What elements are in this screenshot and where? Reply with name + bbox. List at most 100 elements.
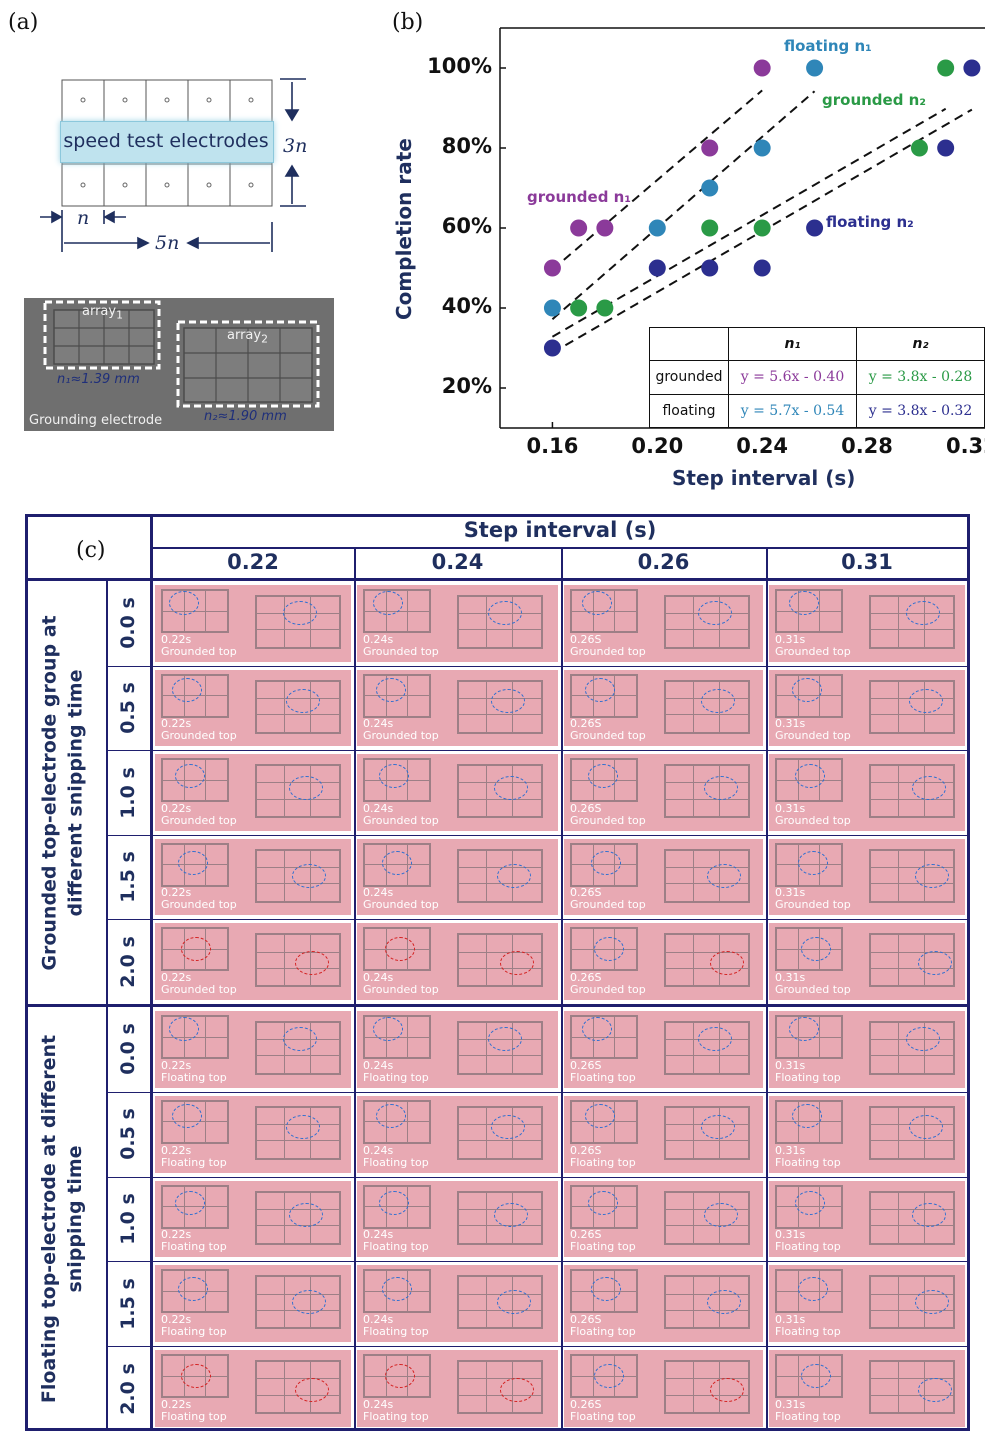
- caption-interval: 0.22s: [161, 1313, 192, 1327]
- droplet-marker: [792, 677, 822, 702]
- y-tick-label: 20%: [441, 374, 492, 398]
- caption-interval: 0.24s: [363, 1058, 394, 1072]
- eq-grounded-n2: y = 3.8x - 0.28: [856, 360, 985, 395]
- n1-size-label: n₁≈1.39 mm: [57, 372, 140, 387]
- caption-interval: 0.24s: [363, 717, 394, 731]
- snapshot-cell: 0.26S Grounded top: [564, 838, 763, 916]
- data-point-grounded_n2: [937, 59, 955, 77]
- droplet-marker: [792, 1103, 822, 1128]
- caption-mode: Grounded top: [161, 898, 237, 912]
- caption-mode: Floating top: [161, 1409, 227, 1423]
- snapshot-cell: 0.24s Grounded top: [357, 669, 558, 747]
- droplet-marker: [798, 850, 828, 875]
- table-head-n2: n₂: [856, 326, 985, 362]
- column-rule: [766, 548, 768, 1431]
- droplet-marker: [591, 1277, 621, 1302]
- caption-interval: 0.24s: [363, 1143, 394, 1157]
- snapshot-cell: 0.24s Floating top: [357, 1265, 558, 1343]
- time-label: 0.5 s: [117, 682, 139, 734]
- droplet-marker: [915, 863, 949, 888]
- caption-interval: 0.22s: [161, 970, 192, 984]
- panel-a-label: (a): [8, 10, 39, 35]
- column-header: 0.26: [637, 550, 690, 574]
- row-rule: [107, 834, 970, 836]
- droplet-marker: [915, 1290, 949, 1315]
- grounding-electrode-label: Grounding electrode: [29, 413, 163, 428]
- snapshot-caption: 0.22s Floating top: [161, 1314, 227, 1338]
- caption-interval: 0.22s: [161, 801, 192, 815]
- time-label: 2.0 s: [117, 1362, 139, 1415]
- droplet-marker: [373, 1017, 403, 1041]
- time-label: 2.0 s: [117, 935, 139, 988]
- column-header: 0.31: [841, 550, 893, 574]
- caption-interval: 0.26S: [570, 801, 602, 815]
- row-label-grounded: grounded: [649, 360, 729, 395]
- y-tick-label: 40%: [441, 294, 492, 318]
- snapshot-cell: 0.31s Grounded top: [769, 923, 965, 1000]
- snapshot-caption: 0.24s Floating top: [363, 1398, 429, 1423]
- snapshot-caption: 0.26S Floating top: [570, 1144, 636, 1169]
- caption-mode: Grounded top: [775, 813, 851, 827]
- caption-mode: Grounded top: [161, 729, 237, 743]
- dim-3n-label: 3n: [283, 135, 308, 157]
- droplet-marker: [918, 951, 952, 976]
- time-label: 0.5 s: [117, 1108, 139, 1160]
- snapshot-caption: 0.24s Grounded top: [363, 970, 439, 996]
- snapshot-caption: 0.24s Floating top: [363, 1314, 429, 1338]
- snapshot-cell: 0.22s Grounded top: [155, 838, 351, 916]
- caption-mode: Floating top: [570, 1240, 636, 1254]
- snapshot-cell: 0.22s Floating top: [155, 1180, 351, 1258]
- droplet-marker: [789, 591, 819, 615]
- fit-line-grounded_n2: [551, 107, 947, 338]
- band-label: speed test electrodes: [63, 130, 269, 152]
- droplet-marker: [698, 601, 732, 625]
- droplet-marker: [500, 1378, 534, 1403]
- snapshot-caption: 0.24s Grounded top: [363, 633, 439, 658]
- caption-interval: 0.24s: [363, 970, 394, 984]
- droplet-marker: [710, 951, 744, 976]
- snipping-time-table: [25, 514, 970, 1431]
- snapshot-caption: 0.22s Grounded top: [161, 887, 237, 911]
- time-label: 0.0 s: [117, 597, 139, 650]
- data-point-floating_n1: [806, 59, 824, 77]
- droplet-marker: [295, 951, 329, 976]
- droplet-marker: [500, 951, 534, 976]
- droplet-marker: [382, 1277, 412, 1302]
- caption-interval: 0.22s: [161, 632, 192, 646]
- droplet-marker: [379, 764, 409, 789]
- snapshot-cell: 0.24s Floating top: [357, 1095, 558, 1173]
- caption-interval: 0.26S: [570, 970, 602, 984]
- droplet-marker: [585, 1103, 615, 1128]
- snapshot-cell: 0.22s Floating top: [155, 1265, 351, 1343]
- caption-mode: Floating top: [363, 1240, 429, 1254]
- droplet-marker: [178, 850, 208, 875]
- caption-mode: Floating top: [161, 1325, 227, 1339]
- droplet-marker: [292, 1290, 326, 1315]
- snapshot-caption: 0.26S Grounded top: [570, 801, 646, 827]
- panel-c-label: (c): [76, 538, 106, 563]
- snapshot-cell: 0.22s Grounded top: [155, 754, 351, 831]
- droplet-marker: [906, 1027, 940, 1051]
- droplet-marker: [909, 1114, 943, 1139]
- snapshot-cell: 0.22s Grounded top: [155, 669, 351, 747]
- caption-mode: Floating top: [363, 1070, 429, 1084]
- caption-interval: 0.31s: [775, 1397, 806, 1411]
- table-head-n1: n₁: [728, 326, 857, 362]
- snapshot-cell: 0.24s Grounded top: [357, 754, 558, 831]
- snapshot-caption: 0.26S Grounded top: [570, 970, 646, 996]
- snapshot-cell: 0.31s Grounded top: [769, 585, 965, 662]
- x-tick-label: 0.28: [841, 434, 893, 458]
- caption-mode: Floating top: [161, 1070, 227, 1084]
- caption-mode: Grounded top: [363, 729, 439, 743]
- caption-mode: Floating top: [161, 1155, 227, 1169]
- row-rule: [107, 919, 970, 921]
- snapshot-caption: 0.31s Grounded top: [775, 971, 851, 996]
- snapshot-cell: 0.26S Floating top: [564, 1265, 763, 1343]
- data-point-floating_n2: [753, 259, 771, 277]
- row-rule: [107, 750, 970, 752]
- droplet-marker: [594, 937, 624, 962]
- snapshot-caption: 0.31s Floating top: [775, 1229, 841, 1253]
- data-point-grounded_n2: [570, 299, 588, 317]
- data-point-grounded_n1: [596, 219, 614, 237]
- snapshot-cell: 0.24s Floating top: [357, 1011, 558, 1088]
